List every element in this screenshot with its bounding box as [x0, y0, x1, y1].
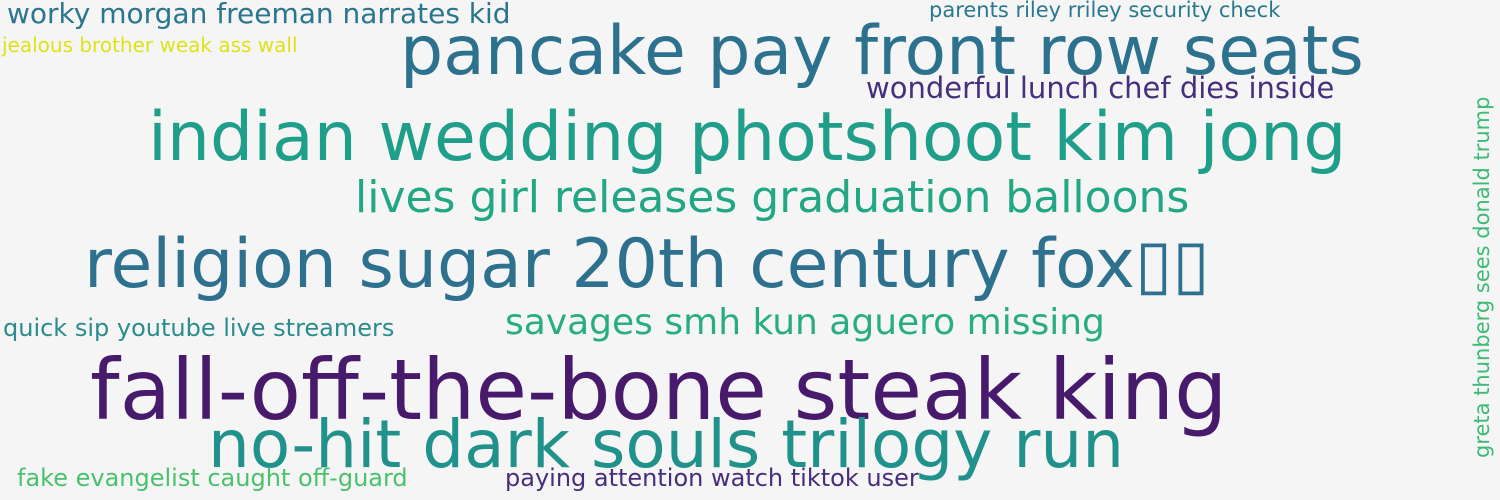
word-phrase: paying attention watch tiktok user — [505, 464, 919, 492]
word-phrase: religion sugar 20th century fox▯▯ — [84, 225, 1210, 304]
word-phrase: indian wedding photshoot kim jong — [148, 98, 1347, 177]
word-phrase: lives girl releases graduation balloons — [355, 172, 1190, 223]
word-phrase: quick sip youtube live streamers — [3, 314, 395, 342]
word-phrase: pancake pay front row seats — [400, 12, 1364, 91]
word-phrase: no-hit dark souls trilogy run — [208, 406, 1125, 483]
word-phrase: savages smh kun aguero missing — [505, 302, 1105, 343]
word-phrase: worky morgan freeman narrates kid — [7, 0, 511, 30]
word-phrase: parents riley rriley security check — [929, 0, 1281, 22]
word-phrase: greta thunberg sees donald trump — [1470, 96, 1494, 458]
word-phrase: jealous brother weak ass wall — [2, 33, 298, 57]
word-phrase: wonderful lunch chef dies inside — [866, 71, 1335, 105]
word-phrase: fall-off-the-bone steak king — [90, 341, 1228, 439]
word-phrase: fake evangelist caught off-guard — [17, 464, 408, 492]
